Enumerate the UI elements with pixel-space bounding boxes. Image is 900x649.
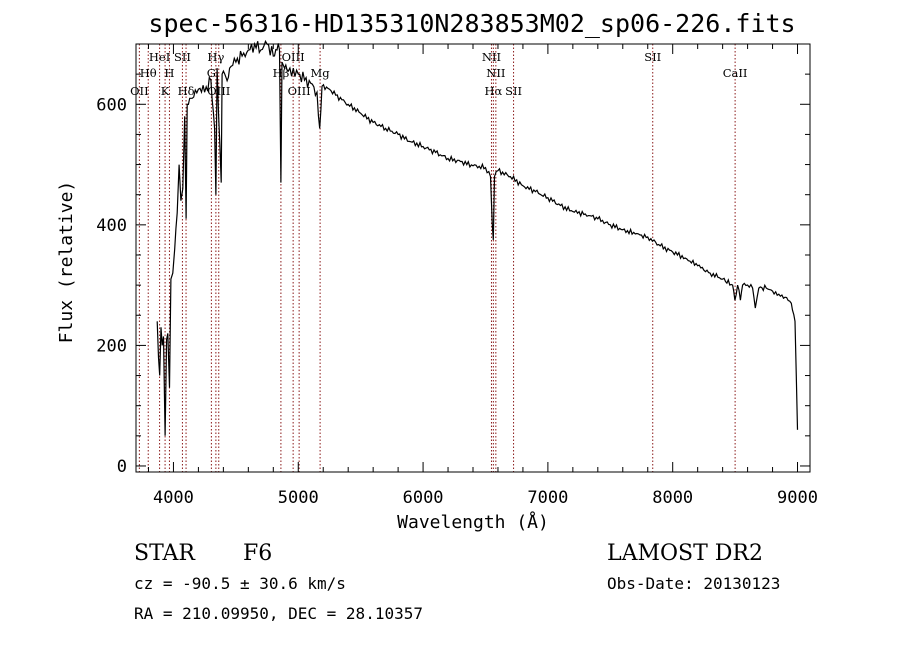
x-tick-label-3: 7000: [527, 488, 568, 508]
x-tick-label-0: 4000: [153, 488, 194, 508]
survey-name: LAMOST DR2: [607, 541, 763, 566]
marker-label-8: Hγ: [207, 50, 224, 64]
y-tick-label-1: 200: [96, 336, 127, 356]
marker-label-11: OIII: [282, 50, 305, 64]
marker-label-18: SII: [644, 50, 661, 64]
plot-frame: [135, 43, 811, 473]
object-class: STAR: [134, 541, 196, 566]
x-tick-label-2: 6000: [403, 488, 444, 508]
marker-label-15: Hα: [484, 84, 502, 98]
marker-label-1: Hθ: [140, 66, 157, 80]
marker-label-13: Mg: [311, 66, 331, 80]
x-tick-label-5: 9000: [777, 488, 818, 508]
x-axis-label: Wavelength (Å): [397, 511, 549, 533]
y-axis-label: Flux (relative): [56, 181, 77, 344]
marker-label-17: SII: [505, 84, 522, 98]
marker-label-12: OIII: [288, 84, 311, 98]
marker-label-19: CaII: [723, 66, 748, 80]
y-tick-label-0: 0: [117, 457, 127, 477]
x-axis: 4000 5000 6000 7000 8000 9000: [147, 44, 818, 508]
spectrum-line: [156, 39, 799, 436]
marker-label-2: HeI: [149, 50, 170, 64]
object-subclass: F6: [243, 541, 272, 566]
marker-label-5: SII: [174, 50, 191, 64]
x-tick-label-4: 8000: [652, 488, 693, 508]
marker-label-3: K: [161, 84, 170, 98]
coordinates: RA = 210.09950, DEC = 28.10357: [134, 604, 423, 623]
x-tick-label-1: 5000: [278, 488, 319, 508]
redshift-text: cz = -90.5 ± 30.6 km/s: [134, 574, 346, 593]
y-tick-label-2: 400: [96, 216, 127, 236]
marker-label-14: NII: [482, 50, 501, 64]
spectral-line-markers: OIIHθHeIKHSIIHδGHγOIIIHβOIIIOIIIMgNIIHαN…: [130, 44, 747, 472]
marker-label-0: OII: [130, 84, 149, 98]
marker-label-7: G: [207, 66, 216, 80]
obs-date: Obs-Date: 20130123: [607, 574, 780, 593]
marker-label-6: Hδ: [178, 84, 195, 98]
marker-label-4: H: [164, 66, 174, 80]
chart-title: spec-56316-HD135310N283853M02_sp06-226.f…: [148, 9, 795, 38]
y-tick-label-3: 600: [96, 95, 127, 115]
y-axis: 0 200 400 600: [96, 43, 810, 477]
object-info: STAR F6 LAMOST DR2 cz = -90.5 ± 30.6 km/…: [134, 541, 780, 623]
marker-label-9: OIII: [207, 84, 230, 98]
marker-label-10: Hβ: [273, 66, 290, 80]
marker-label-16: NII: [486, 66, 505, 80]
